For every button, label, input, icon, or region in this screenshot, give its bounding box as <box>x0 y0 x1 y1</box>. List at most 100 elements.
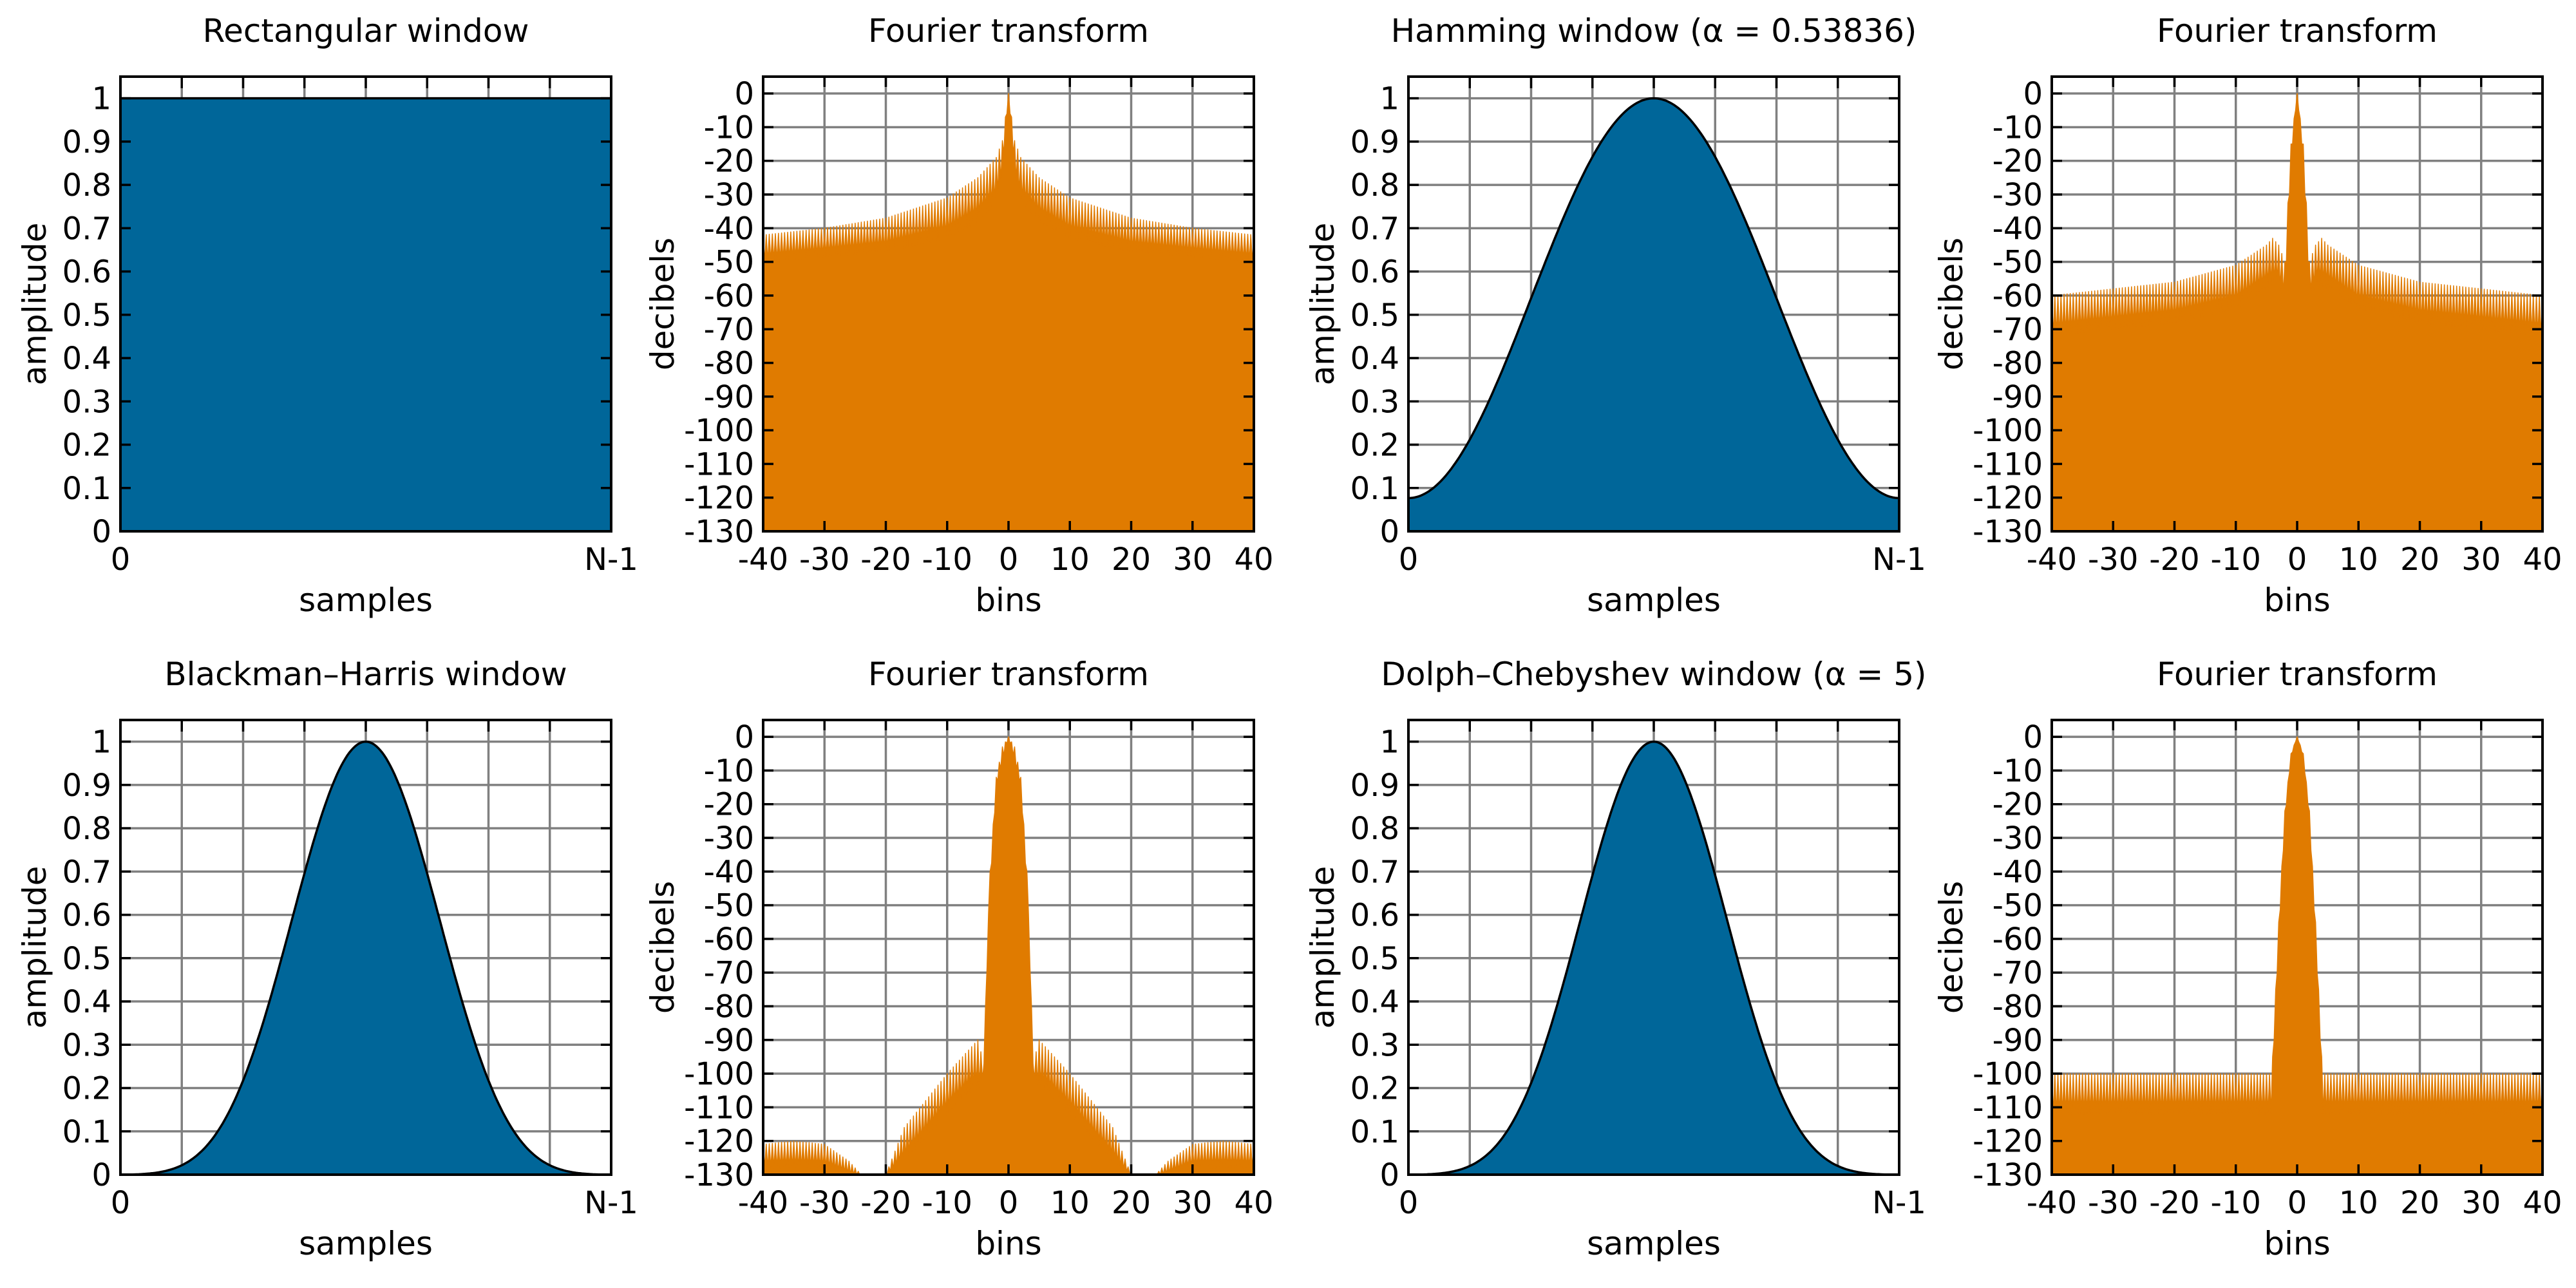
chart-panel-8: Fourier transform-40 -30 -20 -10 0 10 20 30 40-1… <box>1933 656 2562 1262</box>
x-tick-labels: -40 -30 -20 -10 0 10 20 30 40 <box>738 542 1274 578</box>
chart-title: Hamming window (α = 0.53836) <box>1391 12 1917 50</box>
x-tick-label: 30 <box>2461 542 2501 578</box>
x-tick-label: -40 <box>2027 542 2077 578</box>
y-tick-label: 0.4 <box>1350 984 1399 1020</box>
tick-marks <box>1408 77 1899 533</box>
y-tick-label: -40 <box>1993 211 2043 247</box>
y-tick-label: -10 <box>704 109 754 146</box>
y-tick-label: -20 <box>704 144 754 180</box>
x-tick-label: 10 <box>2339 542 2378 578</box>
x-tick-label: -30 <box>799 542 849 578</box>
y-tick-label: -90 <box>1993 379 2043 415</box>
y-tick-labels: -130-120-110-100-90-80-70-60-50-40-30-20… <box>684 76 754 550</box>
y-tick-labels: -130-120-110-100-90-80-70-60-50-40-30-20… <box>1973 76 2043 550</box>
tick-marks <box>120 720 611 1176</box>
y-tick-labels: 0 0.1 0.2 0.3 0.4 0.5 0.6 0.7 0.8 0.9 1 <box>62 81 111 550</box>
y-tick-label: 0.5 <box>1350 941 1399 977</box>
y-tick-label: -130 <box>684 1157 754 1193</box>
x-axis-label: bins <box>975 1225 1041 1262</box>
x-tick-label: -10 <box>922 1185 972 1221</box>
x-tick-label: 0 <box>1399 1185 1419 1221</box>
x-tick-label: 0 <box>1399 542 1419 578</box>
window-curve <box>120 740 611 1176</box>
x-tick-label: 10 <box>1050 542 1090 578</box>
y-tick-label: -110 <box>1973 446 2043 482</box>
y-tick-label: -80 <box>1993 989 2043 1025</box>
y-tick-label: -90 <box>704 1023 754 1059</box>
x-tick-label: 30 <box>2461 1185 2501 1221</box>
x-tick-label: -40 <box>738 542 788 578</box>
tick-marks <box>120 77 611 533</box>
y-tick-label: -10 <box>1993 109 2043 146</box>
y-tick-label: 0.8 <box>1350 167 1399 204</box>
x-tick-labels: 0 N-1 <box>111 542 638 578</box>
y-tick-label: 0.8 <box>1350 811 1399 847</box>
y-tick-label: -30 <box>704 820 754 857</box>
window-area <box>1408 741 1899 1175</box>
x-tick-label: 40 <box>1234 542 1273 578</box>
y-tick-label: -130 <box>684 514 754 550</box>
y-tick-label: 0 <box>2023 719 2043 755</box>
x-tick-label: -40 <box>2027 1185 2077 1221</box>
window-area <box>120 98 611 532</box>
tick-marks <box>2050 77 2544 533</box>
y-tick-label: -20 <box>1993 144 2043 180</box>
y-tick-labels: -130-120-110-100-90-80-70-60-50-40-30-20… <box>684 719 754 1193</box>
x-tick-label: 10 <box>2339 1185 2378 1221</box>
y-tick-label: -70 <box>704 312 754 348</box>
y-tick-label: -80 <box>704 989 754 1025</box>
y-tick-label: 0.3 <box>1350 1027 1399 1063</box>
chart-panel-4: Fourier transform-40 -30 -20 -10 0 10 20 30 40-1… <box>1933 12 2562 619</box>
y-tick-label: -30 <box>704 177 754 213</box>
x-tick-label: N-1 <box>584 542 638 578</box>
y-tick-label: 0.6 <box>62 254 111 290</box>
y-tick-label: 0.1 <box>62 1114 111 1150</box>
y-tick-label: -120 <box>1973 480 2043 516</box>
y-tick-label: 1 <box>91 81 111 117</box>
y-tick-label: -10 <box>704 753 754 789</box>
y-axis-label: amplitude <box>16 223 53 386</box>
y-tick-label: -80 <box>1993 346 2043 382</box>
chart-title: Rectangular window <box>203 12 529 50</box>
spectrum-area <box>2051 93 2543 532</box>
y-tick-label: -60 <box>704 278 754 314</box>
y-tick-label: 1 <box>91 724 111 761</box>
x-tick-label: N-1 <box>1872 542 1926 578</box>
y-tick-label: -40 <box>704 211 754 247</box>
y-tick-label: -20 <box>704 787 754 823</box>
x-tick-label: 40 <box>2523 542 2562 578</box>
y-tick-label: -70 <box>1993 955 2043 991</box>
y-tick-label: 0 <box>1379 514 1399 550</box>
y-tick-label: 0.6 <box>1350 254 1399 290</box>
y-tick-label: 0 <box>1379 1157 1399 1193</box>
y-tick-label: 0.9 <box>62 124 111 160</box>
y-tick-label: 0.5 <box>62 941 111 977</box>
window-area <box>120 741 611 1175</box>
y-tick-label: 0 <box>91 1157 111 1193</box>
x-tick-label: 20 <box>1112 1185 1151 1221</box>
y-axis-label: decibels <box>1933 238 1970 370</box>
y-tick-labels: 0 0.1 0.2 0.3 0.4 0.5 0.6 0.7 0.8 0.9 1 <box>62 724 111 1193</box>
y-tick-label: 0.3 <box>62 384 111 420</box>
y-tick-label: -20 <box>1993 787 2043 823</box>
y-tick-label: -130 <box>1973 514 2043 550</box>
y-axis-label: decibels <box>1933 881 1970 1014</box>
x-axis-label: samples <box>1587 582 1721 619</box>
y-tick-label: -40 <box>1993 854 2043 890</box>
x-tick-label: N-1 <box>584 1185 638 1221</box>
y-tick-label: -90 <box>704 379 754 415</box>
x-tick-label: 20 <box>2400 1185 2439 1221</box>
x-tick-label: 0 <box>111 542 131 578</box>
x-tick-label: 30 <box>1173 542 1212 578</box>
y-tick-label: 0.5 <box>1350 298 1399 334</box>
y-tick-label: -110 <box>684 446 754 482</box>
y-tick-label: 0.3 <box>1350 384 1399 420</box>
spectrum-area <box>762 93 1255 532</box>
y-tick-label: 0 <box>734 76 754 112</box>
x-tick-label: -10 <box>2211 542 2261 578</box>
y-tick-label: 0.4 <box>62 341 111 377</box>
x-axis-label: samples <box>1587 1225 1721 1262</box>
tick-marks <box>1408 720 1899 1176</box>
